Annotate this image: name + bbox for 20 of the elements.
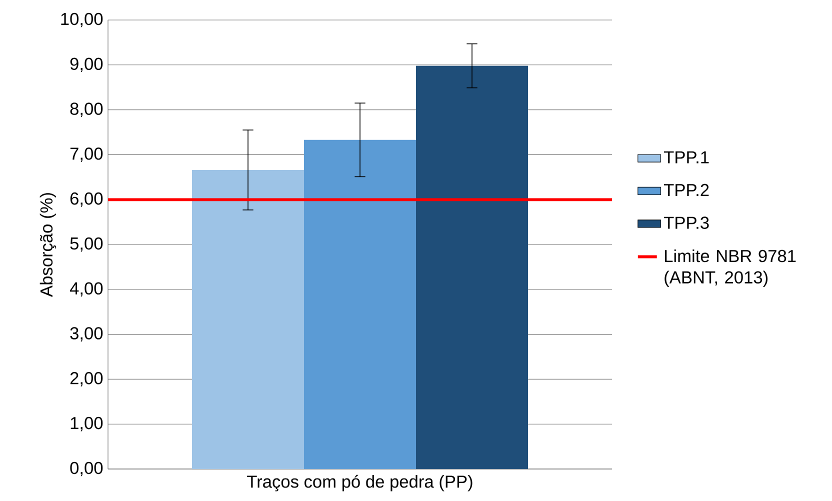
legend-label: Limite NBR 9781 (ABNT, 2013) [664,249,796,287]
y-tick-label: 1,00 [70,416,103,432]
y-tick-label: 6,00 [70,192,103,207]
y-tick-label: 10,00 [61,12,103,28]
y-axis-title: Absorção (%) [40,193,56,297]
bar [192,170,304,470]
y-tick-label: 9,00 [70,58,103,72]
x-axis-title: Traços com pó de pedra (PP) [247,474,472,492]
y-tick-label: 5,00 [70,237,103,252]
bar [304,140,416,470]
legend-label: TPP.2 [664,184,709,196]
y-tick-label: 3,00 [70,327,103,342]
bar [416,66,528,470]
y-tick-label: 2,00 [70,372,103,386]
y-tick-label: 7,00 [70,148,103,162]
y-tick-label: 8,00 [70,102,103,117]
legend-label: TPP.1 [664,151,709,164]
y-tick-label: 0,00 [70,462,103,476]
legend-label: TPP.3 [664,216,709,229]
y-tick-label: 4,00 [70,282,103,297]
